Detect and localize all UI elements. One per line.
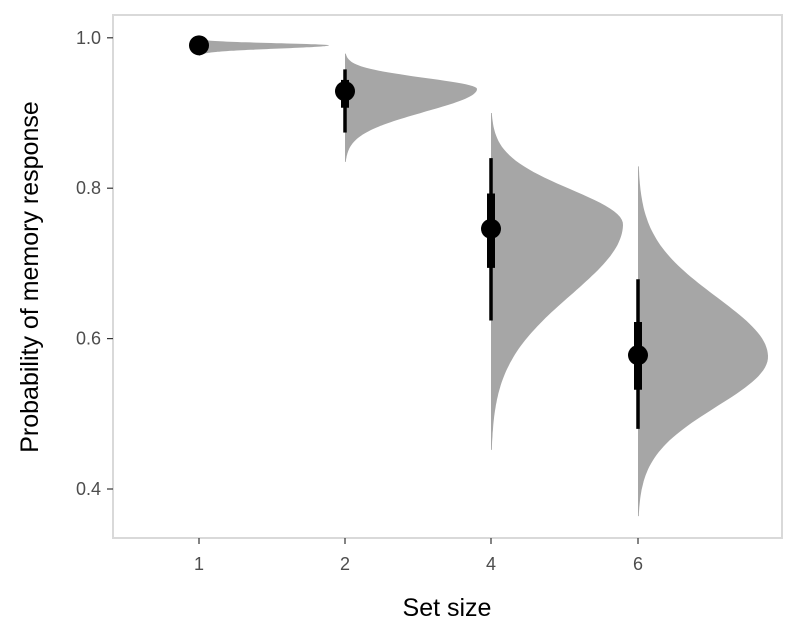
density-4: [491, 113, 623, 450]
point-1: [189, 35, 209, 56]
y-tick-label: 0.8: [76, 178, 101, 198]
y-tick-label: 1.0: [76, 28, 101, 48]
density-layer: [199, 38, 768, 517]
point-4: [481, 218, 501, 239]
point-layer: [189, 35, 648, 366]
x-tick-label: 6: [633, 554, 643, 574]
x-tick-label: 1: [194, 554, 204, 574]
density-1: [199, 38, 329, 56]
density-6: [638, 166, 768, 517]
y-tick-label: 0.6: [76, 329, 101, 349]
x-axis: 1 2 4 6: [194, 538, 643, 574]
y-axis: 0.4 0.6 0.8 1.0: [76, 28, 113, 499]
point-2: [335, 81, 355, 102]
y-axis-title: Probability of memory response: [16, 101, 44, 453]
density-2: [345, 53, 477, 162]
point-6: [628, 345, 648, 366]
x-axis-title: Set size: [403, 594, 492, 622]
y-tick-label: 0.4: [76, 479, 101, 499]
x-tick-label: 4: [486, 554, 496, 574]
x-tick-label: 2: [340, 554, 350, 574]
